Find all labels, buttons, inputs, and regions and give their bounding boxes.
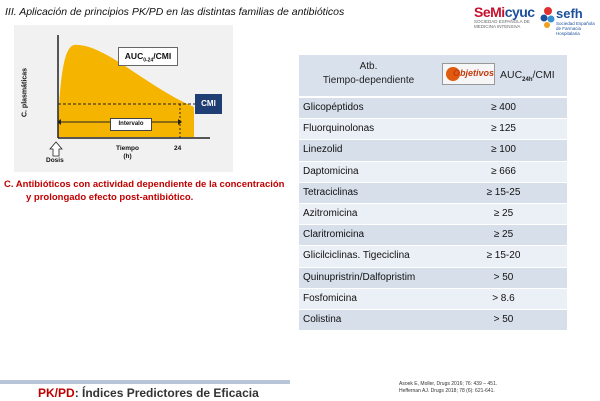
target-value: > 50 <box>493 313 514 325</box>
antibiotic-name: Tetraciclinas <box>303 186 359 198</box>
table-row: Glicilciclinas. Tigeciclina ≥ 15-20 <box>299 246 567 268</box>
table-row: Azitromicina ≥ 25 <box>299 203 567 226</box>
antibiotic-name: Fluorquinolonas <box>303 123 375 135</box>
semicyuc-logo: SeMicyuc SOCIEDAD ESPAÑOLA DE MEDICINA I… <box>474 4 538 32</box>
header-antibiotic: Atb. Tiempo-dependiente <box>299 55 438 96</box>
reference-1: Asoek E, Moller, Drugs 2016; 76: 439 – 4… <box>399 381 498 387</box>
semicyuc-logo-part-b: cyuc <box>504 4 535 20</box>
table-row: Quinupristrin/Dalfopristim > 50 <box>299 267 567 289</box>
header-auc-label: AUC <box>500 69 523 81</box>
sefh-logo: sefh Sociedad Española de Farmacia Hospi… <box>540 4 598 36</box>
table-row: Tetraciclinas ≥ 15-25 <box>299 182 567 204</box>
auc-box: AUC0-24/CMI <box>118 47 178 66</box>
antibiotic-name: Colistina <box>303 313 342 325</box>
header-target: Objetivos AUC24h/CMI <box>438 55 567 96</box>
header-col1-line2: Tiempo-dependiente <box>322 75 415 86</box>
figure-caption: C. Antibióticos con actividad dependient… <box>4 178 284 204</box>
auc-suffix: /CMI <box>153 51 172 61</box>
header-auc-subscript: 24h <box>522 77 533 84</box>
target-value: > 50 <box>493 271 514 283</box>
tick-24-label: 24 <box>174 145 182 152</box>
semicyuc-logo-subtitle: SOCIEDAD ESPAÑOLA DE MEDICINA INTENSIVA <box>474 19 530 29</box>
dose-label: Dosis <box>46 157 64 164</box>
target-value: ≥ 666 <box>490 165 516 177</box>
antibiotic-name: Linezolid <box>303 144 343 156</box>
caption-line-1: C. Antibióticos con actividad dependient… <box>4 179 285 190</box>
footer-divider <box>0 380 290 384</box>
y-axis-label: C. plasmáticas <box>21 67 29 118</box>
table-row: Fosfomicina > 8.6 <box>299 288 567 310</box>
antibiotic-name: Claritromicina <box>303 229 365 241</box>
antibiotic-name: Glicilciclinas. Tigeciclina <box>303 250 410 262</box>
x-axis-label: Tiempo (h) <box>116 145 139 161</box>
table-row: Glicopéptidos ≥ 400 <box>299 98 567 120</box>
footer-title-rest: : Índices Predictores de Eficacia <box>74 386 259 400</box>
semicyuc-logo-part-a: SeMi <box>474 4 505 20</box>
auc-label: AUC <box>124 51 144 61</box>
target-circle-icon <box>446 67 460 81</box>
header-auc-suffix: /CMI <box>532 69 555 81</box>
table-row: Fluorquinolonas ≥ 125 <box>299 119 567 141</box>
header-col1-line1: Atb. <box>359 61 378 72</box>
auc-area <box>58 44 194 137</box>
table-row: Claritromicina ≥ 25 <box>299 225 567 247</box>
table-row: Colistina > 50 <box>299 309 567 332</box>
sefh-logo-text: sefh <box>556 6 583 21</box>
table-body: Glicopéptidos ≥ 400 Fluorquinolonas ≥ 125 Li… <box>299 98 567 332</box>
antibiotic-name: Fosfomicina <box>303 292 357 304</box>
auc-subscript: 0-24 <box>143 57 154 64</box>
target-value: ≥ 125 <box>490 123 516 135</box>
antibiotic-name: Daptomicina <box>303 165 359 177</box>
references: Asoek E, Moller, Drugs 2016; 76: 439 – 4… <box>399 381 497 395</box>
antibiotic-name: Azitromicina <box>303 207 358 219</box>
target-value: ≥ 400 <box>490 102 516 113</box>
caption-line-2: y prolongado efecto post-antibiótico. <box>26 192 194 203</box>
slide-title: III. Aplicación de principios PK/PD en l… <box>5 6 345 18</box>
cmi-box: CMI <box>195 94 222 114</box>
table-header: Atb. Tiempo-dependiente Objetivos AUC24h… <box>299 55 567 98</box>
table-row: Daptomicina ≥ 666 <box>299 161 567 183</box>
footer-title: PK/PD: Índices Predictores de Eficacia <box>38 386 259 400</box>
interval-box: Intervalo <box>110 118 152 131</box>
x-axis-unit: (h) <box>123 153 132 160</box>
pkpd-figure: AUC0-24/CMI CMI Intervalo C. plasmáticas… <box>14 25 233 172</box>
antibiotic-name: Quinupristrin/Dalfopristim <box>303 271 416 283</box>
footer-title-red: PK/PD <box>38 386 75 400</box>
target-value: ≥ 25 <box>493 229 514 241</box>
dose-arrow-icon <box>49 141 63 157</box>
sefh-emblem-icon <box>540 7 555 28</box>
target-value: > 8.6 <box>492 292 515 304</box>
reference-2: Heffernan AJ. Drugs 2018; 78 (6): 621-64… <box>399 388 495 394</box>
objetivos-badge-text: Objetivos <box>453 68 495 78</box>
target-value: ≥ 15-20 <box>486 250 521 262</box>
target-value: ≥ 25 <box>493 207 514 219</box>
sefh-logo-subtitle: Sociedad Española de Farmacia Hospitalar… <box>556 21 595 36</box>
header-auc: AUC24h/CMI <box>500 69 555 83</box>
antibiotic-name: Glicopéptidos <box>303 102 364 113</box>
objetivos-badge: Objetivos <box>442 63 495 85</box>
x-axis-title: Tiempo <box>116 145 139 152</box>
target-value: ≥ 100 <box>490 144 516 156</box>
target-value: ≥ 15-25 <box>486 186 521 198</box>
pkpd-targets-table: Atb. Tiempo-dependiente Objetivos AUC24h… <box>299 55 567 332</box>
table-row: Linezolid ≥ 100 <box>299 140 567 162</box>
